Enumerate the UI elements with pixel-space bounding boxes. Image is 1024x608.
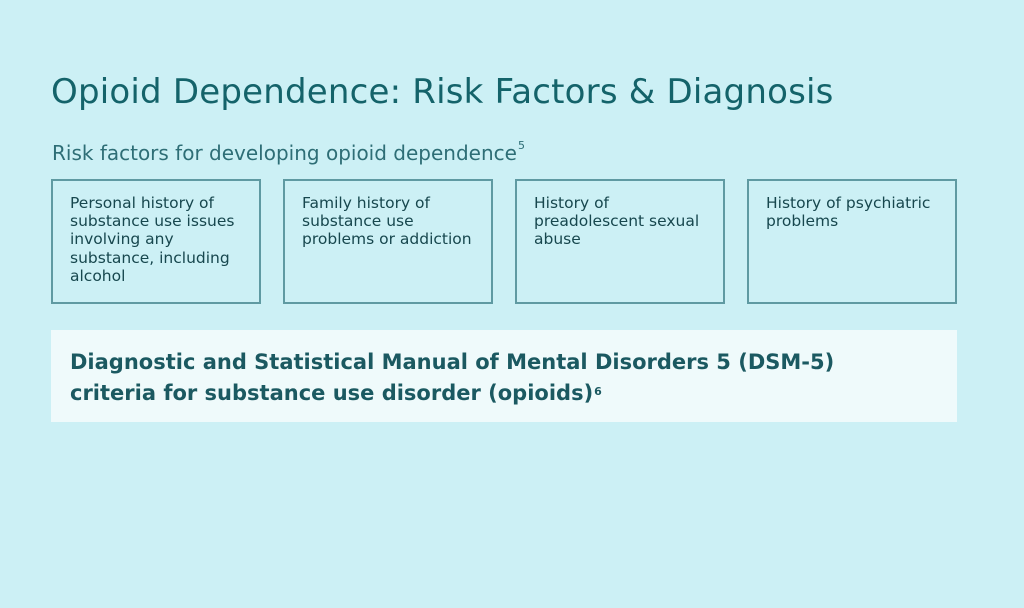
dsm5-footnote-ref: 6 bbox=[594, 385, 602, 398]
risk-factors-footnote-ref: 5 bbox=[517, 139, 525, 152]
dsm5-criteria-panel: Diagnostic and Statistical Manual of Men… bbox=[51, 330, 957, 422]
risk-factor-card-family-history: Family history of substance use problems… bbox=[283, 179, 493, 304]
risk-factor-cards: Personal history of substance use issues… bbox=[51, 179, 957, 304]
risk-factors-heading-text: Risk factors for developing opioid depen… bbox=[52, 141, 517, 165]
risk-factor-card-sexual-abuse: History of preadolescent sexual abuse bbox=[515, 179, 725, 304]
dsm5-criteria-title-line1: Diagnostic and Statistical Manual of Men… bbox=[70, 350, 835, 374]
risk-factor-card-psychiatric: History of psychiatric problems bbox=[747, 179, 957, 304]
risk-factors-heading: Risk factors for developing opioid depen… bbox=[52, 139, 525, 165]
dsm5-criteria-title-line2-text: criteria for substance use disorder (opi… bbox=[70, 381, 594, 405]
page-title: Opioid Dependence: Risk Factors & Diagno… bbox=[51, 72, 834, 112]
dsm5-criteria-title-line2: criteria for substance use disorder (opi… bbox=[70, 378, 938, 409]
risk-factor-card-personal-history: Personal history of substance use issues… bbox=[51, 179, 261, 304]
